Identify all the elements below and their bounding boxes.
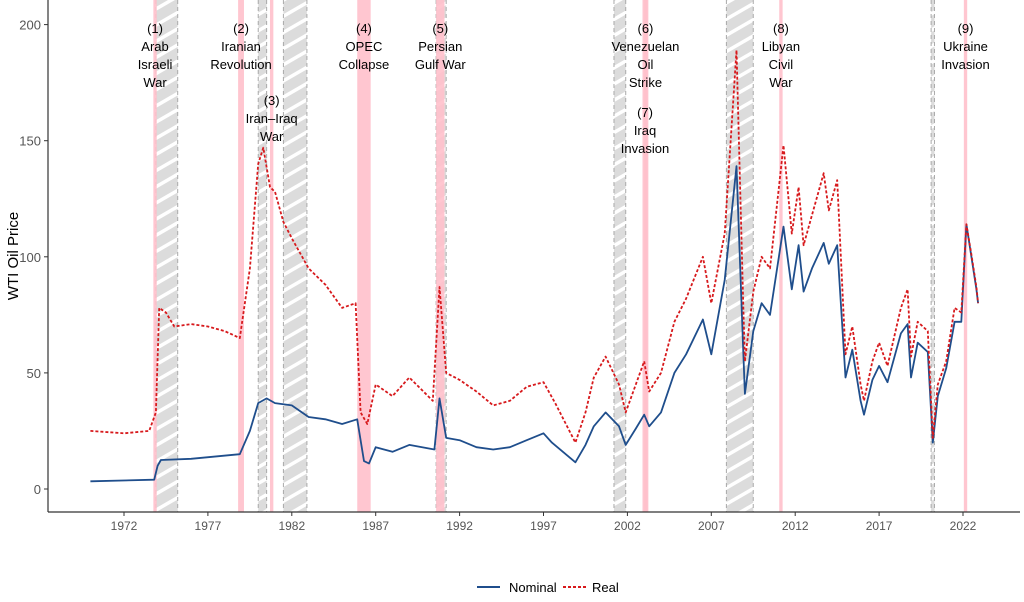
event-label: Collapse bbox=[339, 57, 390, 72]
event-band bbox=[779, 0, 783, 512]
event-label: Venezuelan bbox=[611, 39, 679, 54]
recession-band bbox=[258, 0, 267, 512]
event-label: OPEC bbox=[346, 39, 383, 54]
event-label: Iranian bbox=[221, 39, 261, 54]
x-tick-label: 1997 bbox=[530, 519, 557, 533]
event-label: Revolution bbox=[210, 57, 271, 72]
x-tick-label: 1992 bbox=[446, 519, 473, 533]
event-number: (6) bbox=[637, 21, 653, 36]
y-tick-label: 150 bbox=[19, 134, 41, 149]
x-tick-label: 1982 bbox=[278, 519, 305, 533]
y-tick-label: 100 bbox=[19, 250, 41, 265]
event-number: (3) bbox=[264, 93, 280, 108]
series-lines bbox=[90, 49, 979, 483]
event-number: (1) bbox=[147, 21, 163, 36]
event-label: Persian bbox=[418, 39, 462, 54]
event-number: (4) bbox=[356, 21, 372, 36]
event-number: (7) bbox=[637, 105, 653, 120]
nominal-line bbox=[90, 165, 979, 483]
event-label: War bbox=[143, 75, 167, 90]
x-tick-label: 2017 bbox=[866, 519, 893, 533]
event-number: (5) bbox=[432, 21, 448, 36]
event-band bbox=[269, 0, 274, 512]
x-tick-label: 2012 bbox=[782, 519, 809, 533]
event-annotations: (1) Arab Israeli War (2) Iranian Revolution (3)… bbox=[138, 21, 990, 156]
event-label: Invasion bbox=[621, 141, 669, 156]
recession-band bbox=[283, 0, 307, 512]
event-band bbox=[644, 0, 648, 512]
event-label: Libyan bbox=[762, 39, 800, 54]
event-label: Iraq bbox=[634, 123, 656, 138]
event-label: War bbox=[769, 75, 793, 90]
y-tick-label: 0 bbox=[34, 482, 41, 497]
recession-band bbox=[613, 0, 626, 512]
legend: Nominal Real bbox=[477, 580, 619, 595]
x-tick-label: 2007 bbox=[698, 519, 725, 533]
event-label: Iran–Iraq bbox=[246, 111, 298, 126]
event-label: Israeli bbox=[138, 57, 173, 72]
event-band bbox=[436, 0, 445, 512]
event-label: Arab bbox=[141, 39, 168, 54]
x-tick-label: 2002 bbox=[614, 519, 641, 533]
event-band bbox=[238, 0, 244, 512]
event-number: (8) bbox=[773, 21, 789, 36]
event-label: Oil bbox=[637, 57, 653, 72]
event-label: Gulf War bbox=[415, 57, 466, 72]
event-label: Civil bbox=[769, 57, 794, 72]
event-label: War bbox=[260, 129, 284, 144]
axes: 0 50 100 150 200 1972 1977 1982 1987 1992 1997 2002… bbox=[19, 0, 1020, 533]
x-tick-label: 1972 bbox=[111, 519, 138, 533]
y-tick-label: 200 bbox=[19, 18, 41, 33]
event-band bbox=[357, 0, 371, 512]
y-axis-label: WTI Oil Price bbox=[5, 212, 22, 300]
legend-nominal-label: Nominal bbox=[509, 580, 557, 595]
x-tick-label: 1987 bbox=[362, 519, 389, 533]
recession-band bbox=[155, 0, 178, 512]
event-number: (2) bbox=[233, 21, 249, 36]
recession-band bbox=[931, 0, 935, 512]
x-tick-label: 1977 bbox=[195, 519, 222, 533]
event-label: Invasion bbox=[941, 57, 989, 72]
event-label: Strike bbox=[629, 75, 662, 90]
real-line bbox=[90, 49, 979, 444]
event-label: Ukraine bbox=[943, 39, 988, 54]
y-tick-label: 50 bbox=[27, 366, 41, 381]
x-tick-label: 2022 bbox=[950, 519, 977, 533]
legend-real-label: Real bbox=[592, 580, 619, 595]
shaded-bands bbox=[153, 0, 968, 512]
event-band bbox=[153, 0, 157, 512]
event-number: (9) bbox=[958, 21, 974, 36]
